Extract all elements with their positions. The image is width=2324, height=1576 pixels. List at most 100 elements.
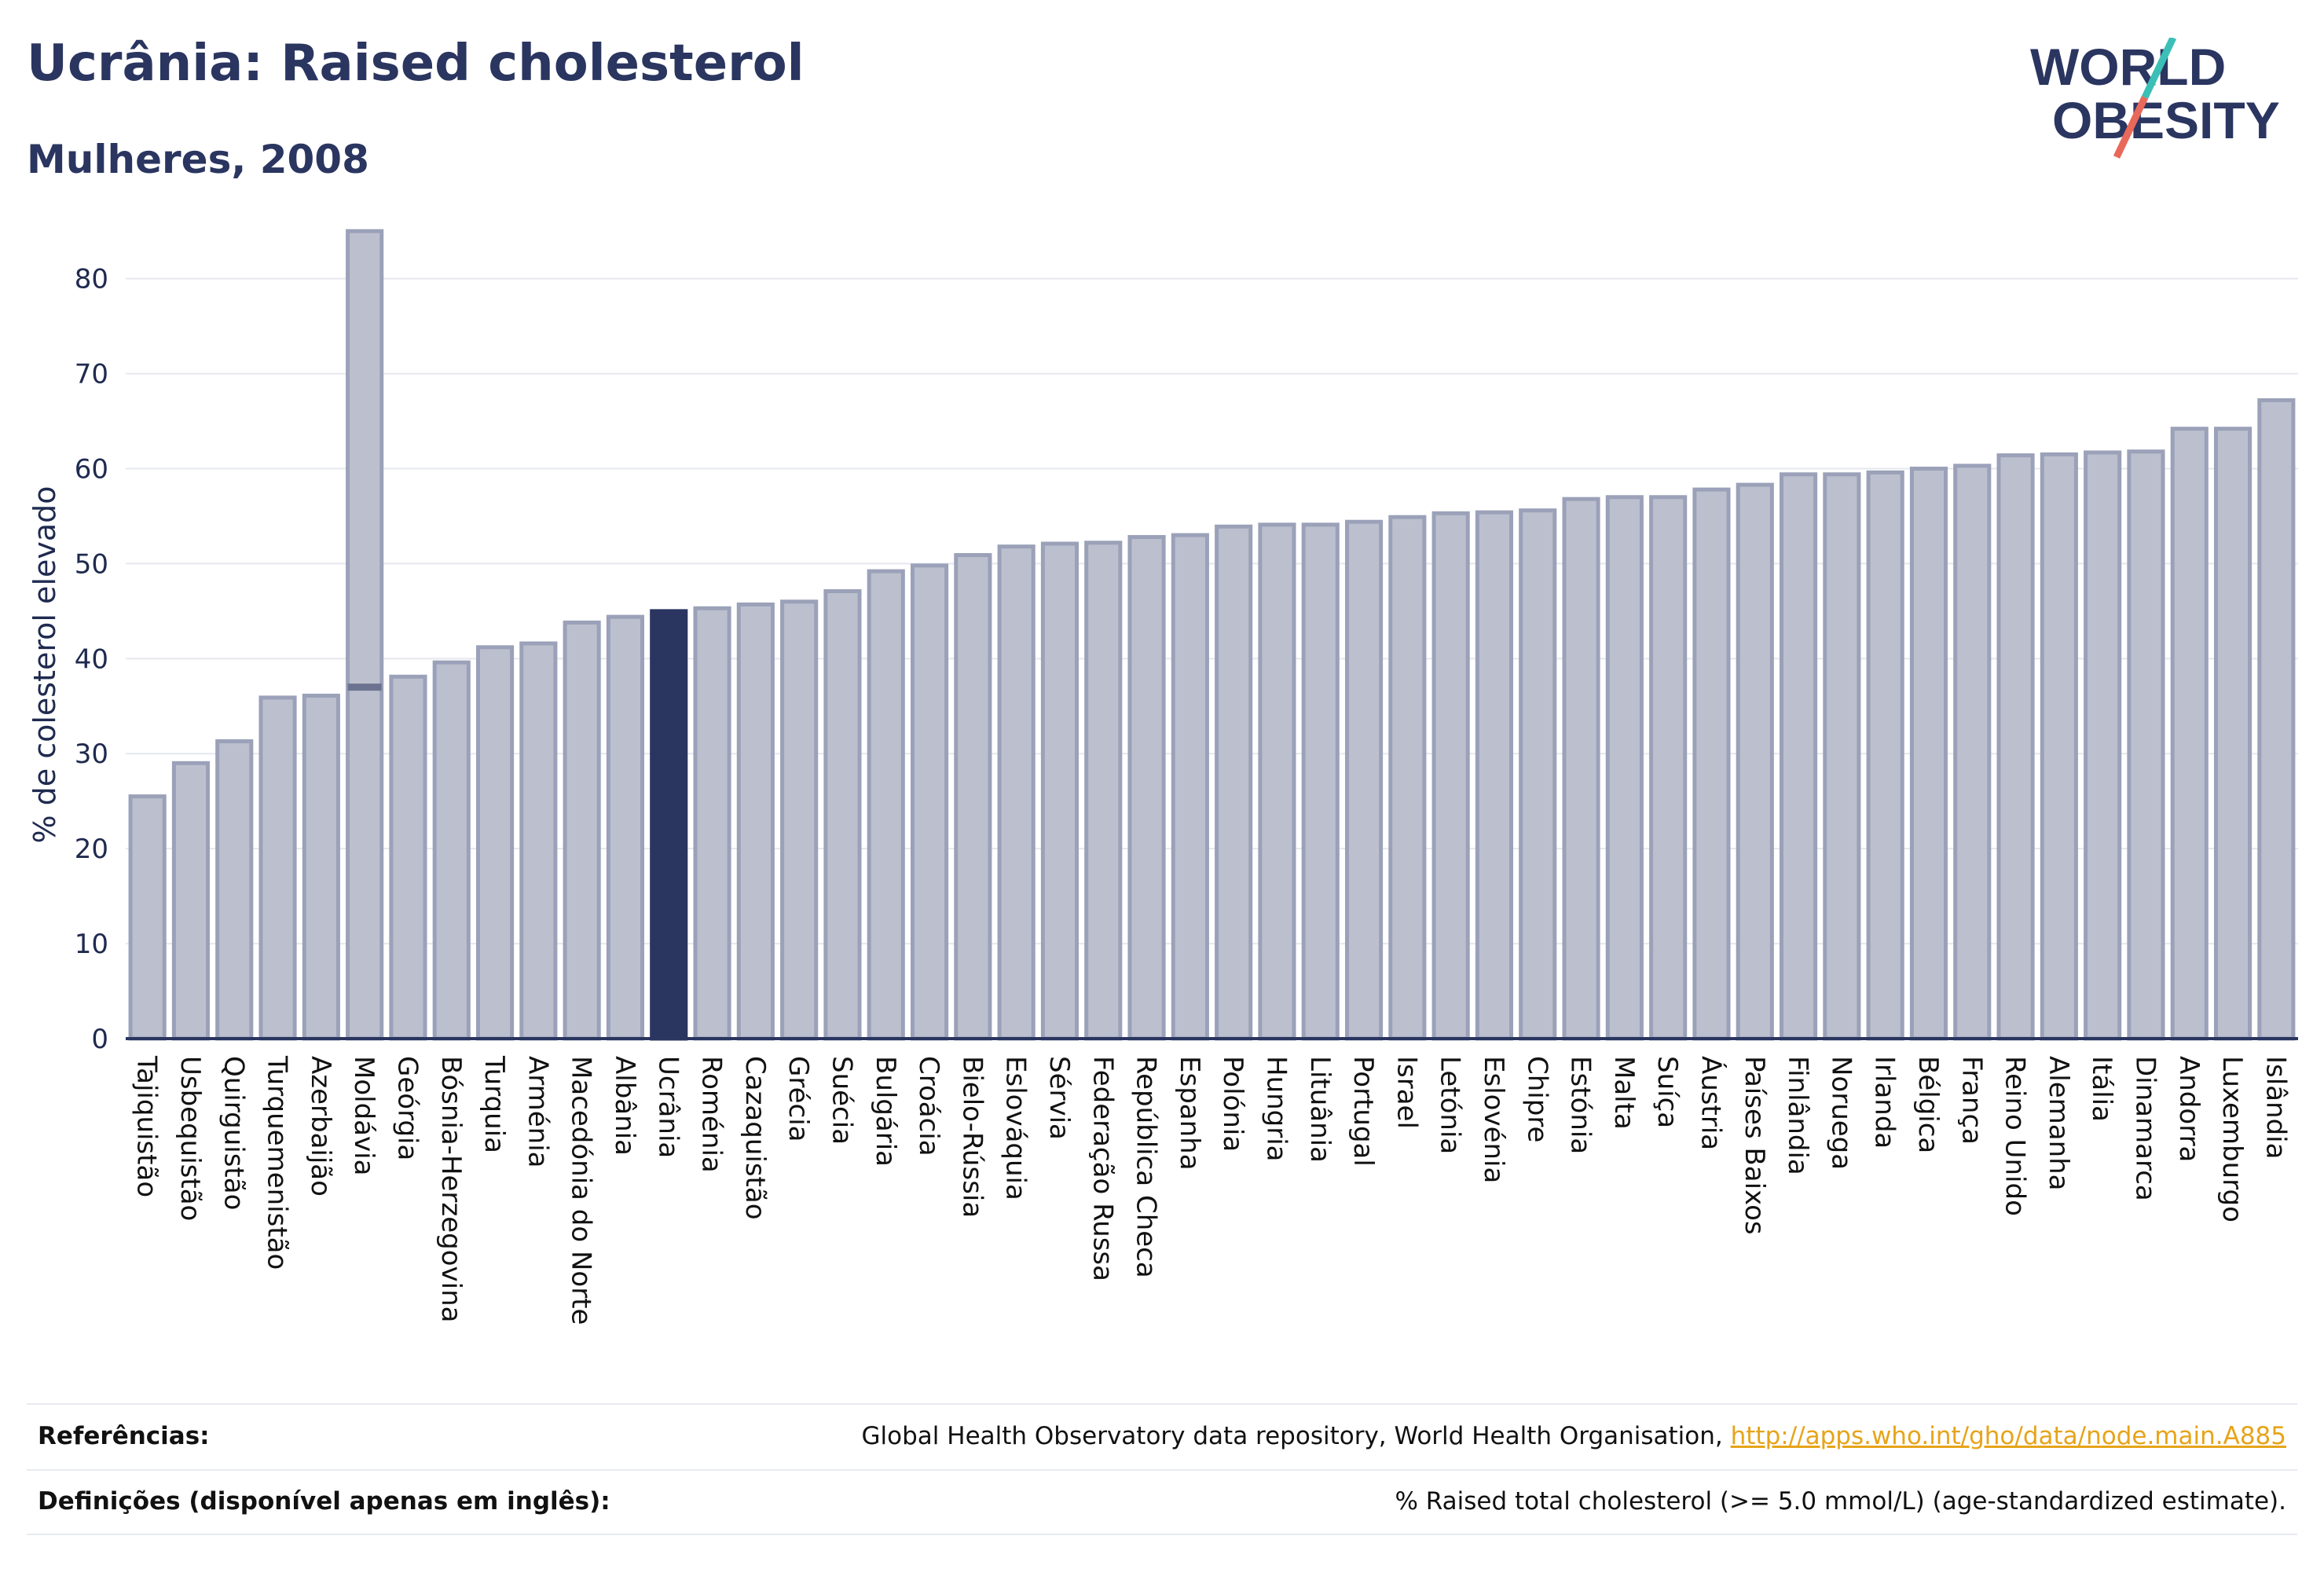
bar	[1171, 533, 1209, 1041]
y-tick-label: 50	[75, 548, 108, 580]
bar	[2170, 427, 2209, 1041]
x-tick-label: Croácia	[913, 1056, 944, 1156]
x-tick-label: Chipre	[1521, 1056, 1552, 1142]
x-tick-label: República Checa	[1131, 1056, 1162, 1278]
x-tick-label: Sérvia	[1043, 1056, 1075, 1140]
x-tick-label: Macedónia do Norte	[566, 1056, 597, 1325]
x-tick-label: Portugal	[1347, 1056, 1379, 1167]
bar	[1388, 515, 1427, 1041]
footer-divider-middle	[27, 1469, 2297, 1471]
x-tick-label: Hungria	[1260, 1056, 1292, 1162]
bar	[1127, 535, 1166, 1041]
bar	[1692, 487, 1731, 1041]
y-axis-label: % de colesterol elevado	[27, 486, 62, 843]
bar	[1649, 495, 1688, 1041]
x-tick-label: Países Baixos	[1739, 1056, 1770, 1235]
bar	[1605, 495, 1644, 1041]
x-tick-label: Itália	[2086, 1056, 2117, 1122]
bar	[1562, 497, 1600, 1041]
x-tick-label: Espanha	[1174, 1056, 1205, 1171]
bar	[2257, 398, 2296, 1041]
chart-title: Ucrânia: Raised cholesterol	[27, 35, 805, 93]
x-tick-label: Moldávia	[348, 1056, 379, 1175]
bar	[519, 641, 558, 1041]
y-tick-label: 80	[75, 264, 108, 295]
bar	[2213, 427, 2253, 1041]
x-tick-label: Islândia	[2260, 1056, 2291, 1159]
x-tick-label: Noruega	[1825, 1056, 1857, 1170]
bar	[650, 609, 688, 1041]
bar	[1909, 466, 1948, 1041]
bar	[1866, 470, 1904, 1041]
x-tick-label: Tajiquistão	[131, 1055, 163, 1197]
x-tick-label: Bielo-Rússia	[956, 1056, 988, 1218]
x-tick-label: Estónia	[1565, 1056, 1596, 1154]
logo-text-obesity: OBESITY	[2052, 91, 2280, 149]
x-tick-label: Grécia	[783, 1056, 814, 1142]
bar	[1040, 541, 1080, 1041]
bar	[1953, 464, 1992, 1041]
bar	[2084, 450, 2122, 1041]
x-tick-label: Arménia	[522, 1056, 553, 1168]
footer-divider-bottom	[27, 1534, 2297, 1535]
bar	[1344, 519, 1384, 1041]
bar	[215, 739, 254, 1041]
x-tick-label: Turquemenistão	[262, 1055, 293, 1270]
bar	[432, 660, 471, 1041]
logo-text-world: WORLD	[2030, 38, 2226, 96]
bar	[1779, 472, 1818, 1041]
bar	[693, 606, 731, 1041]
definitions-row: Definições (disponível apenas em inglês)…	[27, 1487, 2297, 1534]
x-tick-label: Letónia	[1435, 1056, 1466, 1154]
x-tick-label: Bulgária	[870, 1056, 901, 1167]
bar	[780, 599, 819, 1041]
world-obesity-logo: WORLD OBESITY	[2030, 38, 2280, 159]
bar	[867, 569, 905, 1041]
x-tick-label: Azerbaijão	[305, 1056, 336, 1197]
logo-slash-red	[2113, 96, 2149, 159]
bar	[954, 553, 992, 1041]
y-tick-label: 20	[75, 834, 108, 865]
bar	[2040, 452, 2078, 1041]
x-tick-label: Federação Russa	[1087, 1056, 1118, 1281]
references-value: Global Health Observatory data repositor…	[862, 1422, 2286, 1450]
bar	[258, 695, 297, 1041]
definitions-label: Definições (disponível apenas em inglês)…	[38, 1487, 610, 1516]
bar	[1475, 510, 1514, 1041]
bar	[1258, 522, 1296, 1041]
x-tick-label: Malta	[1608, 1056, 1640, 1130]
logo-slash-teal	[2141, 38, 2177, 99]
y-tick-label: 60	[75, 453, 108, 485]
bar	[823, 588, 862, 1041]
bar	[171, 761, 211, 1041]
bar	[1431, 511, 1470, 1041]
x-tick-label: Albânia	[609, 1056, 640, 1156]
bar	[475, 645, 515, 1041]
x-tick-label: Eslováquia	[1000, 1056, 1032, 1200]
x-tick-label: Israel	[1391, 1056, 1422, 1129]
x-tick-label: Áustria	[1695, 1056, 1727, 1150]
x-tick-label: Bélgica	[1912, 1056, 1944, 1153]
chart-subtitle: Mulheres, 2008	[27, 137, 369, 182]
references-text: Global Health Observatory data repositor…	[861, 1422, 1731, 1450]
bar	[1736, 482, 1774, 1041]
x-tick-label: Ucrânia	[652, 1056, 684, 1158]
x-tick-label: Cazaquistão	[739, 1056, 771, 1220]
bar	[1084, 541, 1123, 1041]
x-tick-label: Suíça	[1651, 1056, 1683, 1128]
bar	[1301, 522, 1340, 1041]
y-tick-label: 30	[75, 739, 108, 770]
bar	[1996, 453, 2035, 1041]
y-tick-label: 70	[75, 359, 108, 390]
references-link[interactable]: http://apps.who.int/gho/data/node.main.A…	[1730, 1422, 2286, 1450]
x-tick-label: Lituânia	[1304, 1056, 1336, 1163]
x-tick-label: Geórgia	[391, 1056, 423, 1160]
bar	[606, 614, 645, 1041]
references-row: Referências: Global Health Observatory d…	[27, 1422, 2297, 1469]
x-tick-label: Turquia	[478, 1055, 510, 1153]
y-tick-label: 10	[75, 929, 108, 960]
bar	[1519, 508, 1557, 1041]
bar-chart: 0 10 20 30 40 50 60 70 80 % de colesterol elevado…	[27, 229, 2298, 1325]
x-tick-label: Dinamarca	[2129, 1056, 2161, 1201]
x-tick-label: Usbequistão	[174, 1056, 206, 1221]
